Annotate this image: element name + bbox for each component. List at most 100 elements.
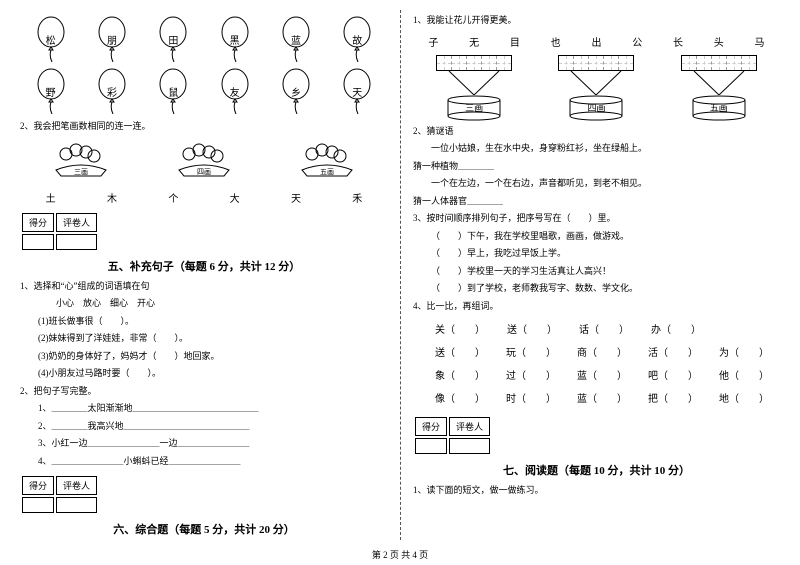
cylinder-label: 三画 — [465, 101, 483, 114]
balloon-char: 蓝 — [291, 32, 301, 47]
char: 土 — [46, 190, 56, 205]
flower-icon: 四画 — [169, 142, 239, 182]
order-3: （ ）学校里一天的学习生活真让人高兴！ — [413, 265, 780, 279]
s5-l1: 1、＿＿＿＿太阳渐渐地＿＿＿＿＿＿＿＿＿＿＿＿＿＿ — [20, 402, 388, 416]
s5-1: (1)班长做事很（ ）。 — [20, 315, 388, 329]
balloon-char: 野 — [46, 84, 56, 99]
order-2: （ ）早上，我吃过早饭上学。 — [413, 247, 780, 261]
balloon-char: 田 — [168, 32, 178, 47]
s5-q1: 1、选择和“心”组成的词语填在句 — [20, 280, 388, 294]
m: 办（ ） — [641, 319, 711, 338]
char: 天 — [291, 190, 301, 205]
m: 过（ ） — [496, 365, 565, 384]
balloon: 鼠 — [156, 68, 190, 114]
balloon: 野 — [34, 68, 68, 114]
balloon-row-1: 松 朋 田 黑 蓝 故 — [20, 16, 388, 62]
char: 公 — [632, 34, 642, 49]
char: 目 — [510, 34, 520, 49]
order-4: （ ）到了学校，老师教我写字、数数、学文化。 — [413, 282, 780, 296]
m: 把（ ） — [638, 388, 707, 407]
riddle-2: 一个在左边，一个在右边，声音都听见，到老不相见。 — [413, 177, 780, 191]
char: 个 — [168, 190, 178, 205]
balloon-char: 黑 — [230, 32, 240, 47]
balloon-char: 朋 — [107, 32, 117, 47]
match-table: 关（ ）送（ ）话（ ）办（ ） — [423, 317, 713, 340]
grader-cell: 评卷人 — [449, 417, 490, 436]
balloon: 松 — [34, 16, 68, 62]
char: 木 — [107, 190, 117, 205]
top-chars: 子 无 目 也 出 公 长 头 马 — [413, 34, 780, 49]
svg-text:四画: 四画 — [197, 168, 211, 176]
score-cell: 得分 — [22, 476, 54, 495]
m: 时（ ） — [496, 388, 565, 407]
grid-box — [558, 55, 634, 71]
m: 地（ ） — [709, 388, 778, 407]
cylinder: 五画 — [691, 95, 747, 121]
score-cell: 得分 — [415, 417, 447, 436]
s5-l4: 4、＿＿＿＿＿＿＿＿小蝌蚪已经＿＿＿＿＿＿＿＿ — [20, 455, 388, 469]
score-cell: 得分 — [22, 213, 54, 232]
m: 话（ ） — [569, 319, 639, 338]
score-table-7: 得分 评卷人 — [413, 415, 780, 456]
match-table: 象（ ）过（ ）蓝（ ）吧（ ）他（ ） — [423, 363, 780, 386]
funnel-row: 三画 四画 五画 — [413, 55, 780, 121]
riddle-1-ans: 猜一种植物＿＿＿＿ — [413, 160, 780, 174]
funnel: 三画 — [436, 55, 512, 121]
balloon-char: 故 — [352, 32, 362, 47]
balloon: 故 — [340, 16, 374, 62]
section-6-title: 六、综合题（每题 5 分，共计 20 分） — [20, 521, 388, 537]
funnel-lines-icon — [444, 71, 504, 95]
m: 象（ ） — [425, 365, 494, 384]
flower-icon: 三画 — [46, 142, 116, 182]
balloon-char: 天 — [352, 84, 362, 99]
char: 无 — [469, 34, 479, 49]
balloon: 天 — [340, 68, 374, 114]
m: 商（ ） — [567, 342, 636, 361]
balloon: 乡 — [279, 68, 313, 114]
section-7-title: 七、阅读题（每题 10 分，共计 10 分） — [413, 462, 780, 478]
grid-box — [436, 55, 512, 71]
balloon-char: 彩 — [107, 84, 117, 99]
q2-text: 2、我会把笔画数相同的连一连。 — [20, 120, 388, 134]
balloon-char: 友 — [230, 84, 240, 99]
m: 像（ ） — [425, 388, 494, 407]
char: 出 — [591, 34, 601, 49]
order-1: （ ）下午，我在学校里唱歌，画画，做游戏。 — [413, 230, 780, 244]
m: 吧（ ） — [638, 365, 707, 384]
s5-2: (2)妹妹得到了洋娃娃，非常（ ）。 — [20, 332, 388, 346]
balloon-char: 鼠 — [168, 84, 178, 99]
balloon: 友 — [218, 68, 252, 114]
s5-3: (3)奶奶的身体好了，妈妈才（ ）地回家。 — [20, 350, 388, 364]
char: 头 — [714, 34, 724, 49]
score-table: 得分 评卷人 — [20, 211, 388, 252]
balloon: 黑 — [218, 16, 252, 62]
flower-icon: 五画 — [292, 142, 362, 182]
m: 玩（ ） — [496, 342, 565, 361]
balloon-char: 松 — [46, 32, 56, 47]
char: 大 — [230, 190, 240, 205]
r-q2: 2、猜谜语 — [413, 125, 780, 139]
funnel: 五画 — [681, 55, 757, 121]
funnel-lines-icon — [689, 71, 749, 95]
s7-q1: 1、读下面的短文，做一做练习。 — [413, 484, 780, 498]
balloon: 彩 — [95, 68, 129, 114]
s5-4: (4)小朋友过马路时要（ ）。 — [20, 367, 388, 381]
match-table: 像（ ）时（ ）蓝（ ）把（ ）地（ ） — [423, 386, 780, 409]
char: 禾 — [352, 190, 362, 205]
balloon-row-2: 野 彩 鼠 友 乡 天 — [20, 68, 388, 114]
char-row: 土 木 个 大 天 禾 — [20, 190, 388, 205]
grader-cell: 评卷人 — [56, 476, 97, 495]
r-q3: 3、按时间顺序排列句子，把序号写在（ ）里。 — [413, 212, 780, 226]
r-q4: 4、比一比，再组词。 — [413, 300, 780, 314]
char: 也 — [551, 34, 561, 49]
cylinder-label: 五画 — [710, 101, 728, 114]
char: 长 — [673, 34, 683, 49]
m: 活（ ） — [638, 342, 707, 361]
m: 关（ ） — [425, 319, 495, 338]
s5-opts: 小心 放心 细心 开心 — [20, 297, 388, 311]
m: 他（ ） — [709, 365, 778, 384]
cylinder: 三画 — [446, 95, 502, 121]
riddle-2-ans: 猜一人体器官＿＿＿＿ — [413, 195, 780, 209]
grid-box — [681, 55, 757, 71]
funnel: 四画 — [558, 55, 634, 121]
